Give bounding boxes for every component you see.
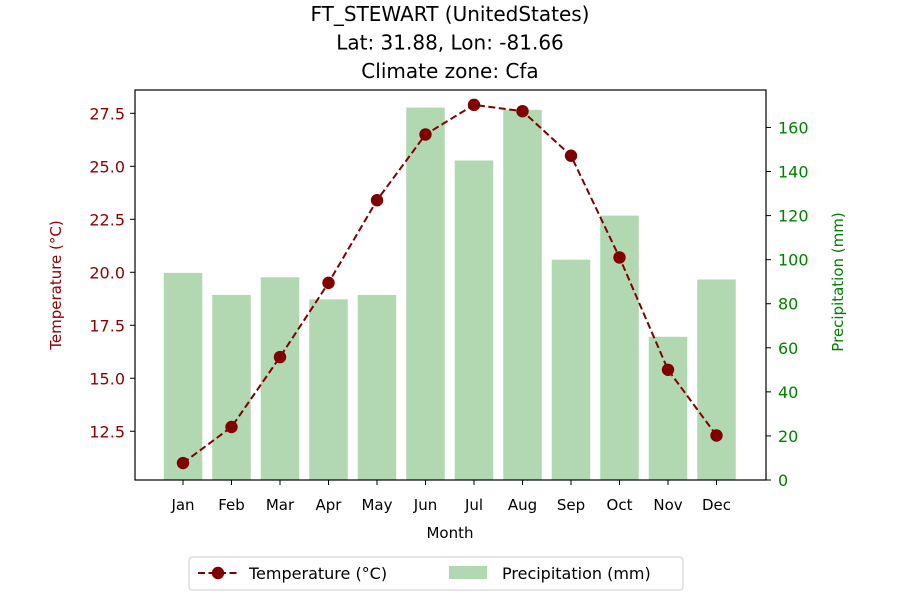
y-right-tick-label: 140 bbox=[778, 163, 809, 182]
temp-point-may bbox=[370, 194, 384, 207]
precip-bar-jan bbox=[163, 272, 203, 480]
y-right-tick-label: 100 bbox=[778, 251, 809, 270]
legend: Temperature (°C) Precipitation (mm) bbox=[188, 556, 684, 591]
x-axis: Jan Feb Mar Apr May Jun Jul Aug Sep Oct Nov Dec bbox=[170, 480, 731, 514]
precip-bar-sep bbox=[551, 259, 591, 480]
x-tick-label-dec: Dec bbox=[702, 496, 731, 514]
x-tick-label-apr: Apr bbox=[316, 496, 343, 514]
temp-point-aug bbox=[516, 104, 529, 118]
precip-bar-feb bbox=[212, 294, 251, 480]
y-left-tick-label: 15.0 bbox=[89, 369, 125, 388]
temperature-line bbox=[176, 98, 723, 470]
y-right-tick-label: 60 bbox=[778, 339, 798, 358]
y-right-tick-label: 80 bbox=[778, 295, 798, 314]
temperature-series-line bbox=[182, 103, 718, 464]
y-axis-right-label: Precipitation (mm) bbox=[829, 212, 847, 351]
temp-point-apr bbox=[322, 276, 335, 290]
y-left-tick-label: 27.5 bbox=[89, 104, 125, 123]
precip-bar-may bbox=[357, 294, 397, 480]
x-tick-label-jan: Jan bbox=[170, 496, 194, 514]
temp-point-mar bbox=[273, 350, 287, 364]
x-tick-label-aug: Aug bbox=[508, 496, 537, 514]
y-axis-left-label: Temperature (°C) bbox=[47, 220, 65, 350]
x-tick-label-jul: Jul bbox=[464, 496, 483, 514]
temp-point-nov bbox=[661, 363, 675, 376]
x-tick-label-jun: Jun bbox=[413, 496, 437, 514]
legend-temperature-label: Temperature (°C) bbox=[248, 564, 387, 583]
precip-bar-mar bbox=[260, 277, 300, 480]
precip-bar-jul bbox=[454, 160, 494, 480]
y-right-tick-label: 160 bbox=[778, 118, 809, 137]
y-right-tick-label: 20 bbox=[778, 427, 798, 446]
x-tick-label-may: May bbox=[361, 496, 392, 514]
y-right-tick-label: 120 bbox=[778, 207, 809, 226]
x-axis-label: Month bbox=[426, 524, 473, 542]
precipitation-bars bbox=[163, 107, 736, 481]
y-left-tick-label: 25.0 bbox=[89, 157, 125, 176]
y-left-tick-label: 20.0 bbox=[89, 263, 125, 282]
x-tick-label-feb: Feb bbox=[218, 496, 245, 514]
x-tick-label-sep: Sep bbox=[557, 496, 585, 514]
temp-point-oct bbox=[613, 251, 626, 264]
legend-precipitation-label: Precipitation (mm) bbox=[502, 564, 651, 583]
precip-bar-apr bbox=[309, 299, 348, 480]
title-line-2: Lat: 31.88, Lon: -81.66 bbox=[336, 31, 564, 55]
precip-bar-dec bbox=[697, 279, 736, 480]
legend-precipitation-swatch bbox=[449, 566, 487, 579]
y-right-tick-label: 40 bbox=[778, 383, 798, 402]
precip-bar-aug bbox=[503, 109, 542, 480]
y-left-tick-label: 17.5 bbox=[89, 316, 125, 335]
y-left-tick-label: 12.5 bbox=[89, 422, 125, 441]
y-right-tick-label: 0 bbox=[778, 471, 788, 490]
title-line-3: Climate zone: Cfa bbox=[361, 59, 538, 83]
temp-point-jun bbox=[419, 128, 432, 141]
temp-point-dec bbox=[710, 429, 723, 442]
x-tick-label-oct: Oct bbox=[607, 496, 633, 514]
chart-title: FT_STEWART (UnitedStates) Lat: 31.88, Lon… bbox=[311, 2, 590, 83]
y-axis-right: 0 20 40 60 80 100 120 140 160 bbox=[766, 118, 809, 490]
title-line-1: FT_STEWART (UnitedStates) bbox=[311, 2, 590, 26]
legend-box bbox=[188, 556, 684, 591]
x-tick-label-mar: Mar bbox=[266, 496, 295, 514]
temp-point-sep bbox=[564, 149, 578, 162]
temp-point-jan bbox=[176, 456, 190, 470]
legend-temperature-marker bbox=[211, 566, 225, 580]
y-axis-left: 12.5 15.0 17.5 20.0 22.5 25.0 27.5 bbox=[89, 104, 135, 441]
x-tick-label-nov: Nov bbox=[653, 496, 682, 514]
precip-bar-jun bbox=[406, 107, 445, 480]
precip-bar-nov bbox=[648, 336, 688, 480]
temp-point-feb bbox=[225, 420, 238, 434]
plot-frame bbox=[134, 89, 767, 481]
y-left-tick-label: 22.5 bbox=[89, 210, 125, 229]
temp-point-jul bbox=[467, 98, 481, 112]
